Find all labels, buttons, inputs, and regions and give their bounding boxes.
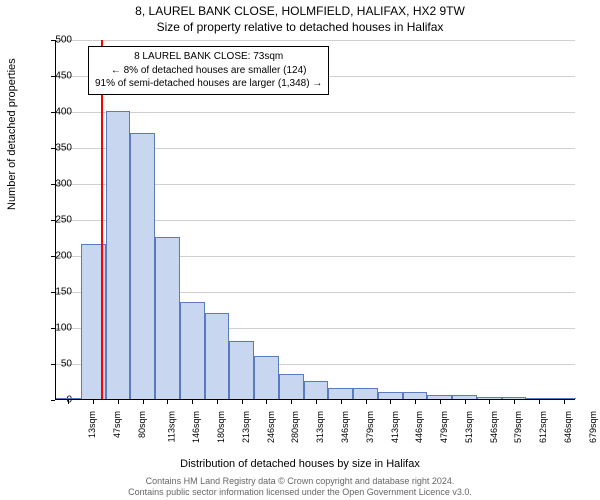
x-tick-label: 213sqm <box>241 411 251 443</box>
x-tick-label: 113sqm <box>166 411 176 442</box>
x-tick-label: 513sqm <box>464 411 474 443</box>
histogram-bar <box>502 397 527 399</box>
info-line1: 8 LAUREL BANK CLOSE: 73sqm <box>95 50 322 64</box>
x-tick-label: 47sqm <box>112 411 122 438</box>
histogram-bar <box>56 398 81 399</box>
y-tick-label: 50 <box>32 359 72 370</box>
histogram-bar <box>130 133 155 399</box>
x-axis-label: Distribution of detached houses by size … <box>0 458 600 470</box>
x-tick-label: 80sqm <box>137 411 147 438</box>
histogram-bar <box>155 237 180 399</box>
histogram-bar <box>279 374 304 399</box>
histogram-bar <box>477 397 502 399</box>
x-tick-label: 346sqm <box>340 411 350 443</box>
x-tick-label: 646sqm <box>563 411 573 443</box>
histogram-bar <box>403 392 428 399</box>
chart-title-desc: Size of property relative to detached ho… <box>0 20 600 34</box>
y-tick-label: 250 <box>32 215 72 226</box>
y-tick-label: 500 <box>32 35 72 46</box>
x-tick-label: 479sqm <box>439 411 449 443</box>
x-tick-label: 13sqm <box>87 411 97 438</box>
histogram-bar <box>378 392 403 399</box>
histogram-bar <box>180 302 205 399</box>
x-tick-label: 146sqm <box>191 411 201 443</box>
footer-line2: Contains public sector information licen… <box>0 487 600 498</box>
x-tick-label: 612sqm <box>538 411 548 443</box>
histogram-bar <box>205 313 230 399</box>
chart-title-address: 8, LAUREL BANK CLOSE, HOLMFIELD, HALIFAX… <box>0 4 600 18</box>
y-tick-label: 100 <box>32 323 72 334</box>
x-tick-label: 446sqm <box>414 411 424 443</box>
x-tick-label: 579sqm <box>513 411 523 443</box>
x-tick-label: 546sqm <box>489 411 499 443</box>
y-tick-label: 450 <box>32 71 72 82</box>
y-axis-label: Number of detached properties <box>6 58 18 210</box>
histogram-bar <box>304 381 329 399</box>
gridline <box>56 40 575 41</box>
gridline <box>56 112 575 113</box>
histogram-bar <box>427 395 452 399</box>
histogram-bar <box>106 111 131 399</box>
histogram-bar <box>254 356 279 399</box>
x-tick-label: 679sqm <box>588 411 598 443</box>
y-tick-label: 400 <box>32 107 72 118</box>
y-tick-label: 150 <box>32 287 72 298</box>
histogram-bar <box>328 388 353 399</box>
footer-line1: Contains HM Land Registry data © Crown c… <box>0 476 600 487</box>
y-tick-label: 0 <box>32 395 72 406</box>
histogram-bar <box>229 341 254 399</box>
histogram-bar <box>353 388 378 399</box>
x-tick-label: 313sqm <box>315 411 325 443</box>
y-tick-label: 300 <box>32 179 72 190</box>
y-tick-label: 200 <box>32 251 72 262</box>
info-line2: ← 8% of detached houses are smaller (124… <box>95 64 322 78</box>
histogram-bar <box>526 398 551 399</box>
x-tick-label: 246sqm <box>266 411 276 443</box>
info-line3: 91% of semi-detached houses are larger (… <box>95 77 322 91</box>
histogram-bar <box>452 395 477 399</box>
plot-area: 8 LAUREL BANK CLOSE: 73sqm ← 8% of detac… <box>55 40 575 400</box>
histogram-bar <box>551 398 576 399</box>
x-tick-label: 413sqm <box>390 411 400 443</box>
x-tick-label: 280sqm <box>291 411 301 443</box>
info-box: 8 LAUREL BANK CLOSE: 73sqm ← 8% of detac… <box>88 46 329 95</box>
chart-footer: Contains HM Land Registry data © Crown c… <box>0 476 600 499</box>
x-tick-label: 379sqm <box>365 411 375 443</box>
y-tick-label: 350 <box>32 143 72 154</box>
x-tick-label: 180sqm <box>216 411 226 443</box>
